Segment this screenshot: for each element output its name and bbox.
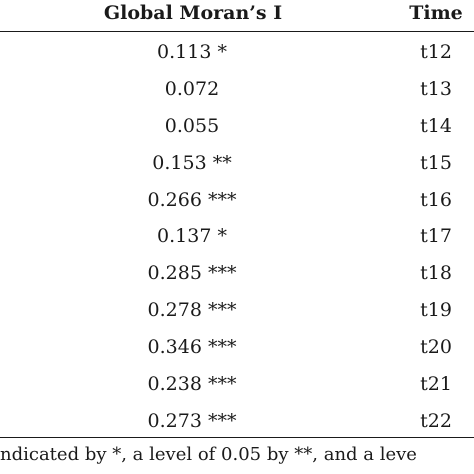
table-row: 0.113 * t12 [0, 34, 474, 71]
table-footnote: ndicated by *, a level of 0.05 by **, an… [0, 444, 417, 465]
time-cell: t18 [420, 262, 452, 285]
time-cell: t19 [420, 299, 452, 322]
table-row: 0.153 ** t15 [0, 145, 474, 182]
table-row: 0.137 * t17 [0, 218, 474, 255]
time-cell: t17 [420, 225, 452, 248]
moran-value-cell: 0.055 [164, 114, 220, 137]
moran-value-cell: 0.238 *** [147, 373, 237, 396]
moran-value-cell: 0.285 *** [147, 262, 237, 285]
time-cell: t20 [420, 336, 452, 359]
moran-value-cell: 0.273 *** [147, 409, 237, 432]
time-cell: t14 [420, 114, 452, 137]
time-cell: t12 [420, 41, 452, 63]
column-header-time: Time [409, 2, 463, 24]
column-header-moran: Global Moran’s I [103, 2, 283, 24]
moran-value-cell: 0.346 *** [147, 336, 237, 359]
table-bottom-rule [0, 437, 474, 438]
moran-value-cell: 0.278 *** [147, 299, 237, 322]
moran-value-cell: 0.266 *** [147, 188, 237, 211]
time-cell: t16 [420, 188, 452, 211]
moran-value-cell: 0.072 [164, 77, 220, 100]
table-row: 0.266 *** t16 [0, 182, 474, 219]
time-cell: t22 [420, 409, 452, 432]
moran-value-cell: 0.113 * [157, 41, 227, 63]
moran-value-cell: 0.137 * [157, 225, 227, 248]
table-row: 0.285 *** t18 [0, 255, 474, 292]
time-cell: t15 [420, 151, 452, 174]
table-row: 0.055 t14 [0, 108, 474, 145]
table-body: 0.113 * t12 0.072 t13 0.055 t14 0.153 **… [0, 34, 474, 440]
table-row: 0.072 t13 [0, 71, 474, 108]
moran-value-cell: 0.153 ** [152, 151, 232, 174]
table-row: 0.238 *** t21 [0, 366, 474, 403]
time-cell: t13 [420, 77, 452, 100]
table-header: Global Moran’s I Time [0, 0, 474, 28]
time-cell: t21 [420, 373, 452, 396]
table-row: 0.346 *** t20 [0, 329, 474, 366]
table-row: 0.273 *** t22 [0, 403, 474, 440]
table-top-rule [0, 31, 474, 32]
table-row: 0.278 *** t19 [0, 292, 474, 329]
